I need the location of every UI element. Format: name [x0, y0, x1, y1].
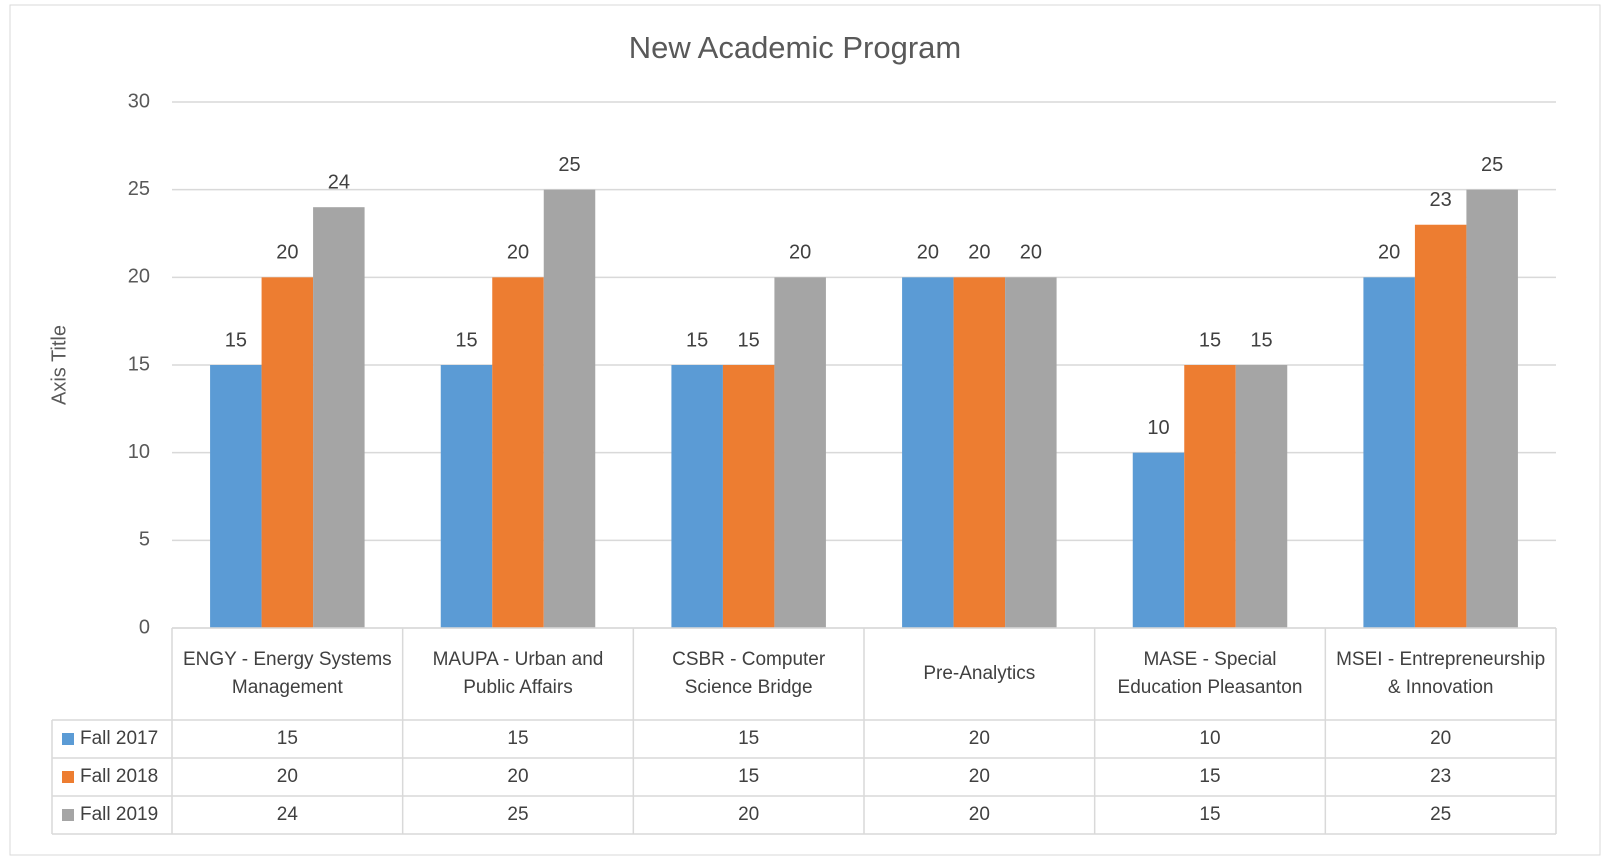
bar: [210, 365, 262, 628]
table-value: 25: [1430, 804, 1452, 825]
table-value: 15: [1199, 766, 1221, 787]
y-tick-label: 0: [139, 616, 150, 638]
data-label: 15: [1199, 329, 1221, 351]
y-tick-label: 10: [128, 441, 150, 463]
legend-key: [62, 733, 74, 745]
table-value: 20: [968, 804, 990, 825]
y-tick-label: 30: [128, 90, 150, 112]
table-value: 23: [1430, 766, 1452, 787]
legend-key: [62, 809, 74, 821]
data-label: 10: [1147, 417, 1169, 439]
y-tick-label: 15: [128, 353, 150, 375]
y-tick-label: 5: [139, 529, 150, 551]
bar: [902, 277, 954, 628]
table-value: 15: [738, 766, 760, 787]
table-value: 20: [1430, 728, 1452, 749]
data-label: 20: [276, 242, 298, 264]
legend-entry: Fall 2018: [52, 758, 172, 796]
legend-label: Fall 2017: [80, 728, 159, 749]
bar: [492, 277, 544, 628]
data-label: 20: [789, 242, 811, 264]
legend-label: Fall 2019: [80, 804, 159, 825]
data-label: 20: [507, 242, 529, 264]
table-value: 20: [276, 766, 298, 787]
bar: [1235, 365, 1288, 628]
bar: [1005, 277, 1057, 628]
y-tick-label: 25: [128, 178, 150, 200]
category-label: MAUPA - Urban and Public Affairs: [432, 649, 604, 698]
data-label: 20: [917, 242, 939, 264]
table-value: 24: [276, 804, 298, 825]
bar: [1184, 365, 1236, 628]
table-value: 20: [738, 804, 760, 825]
bar: [1363, 277, 1415, 628]
table-value: 20: [968, 766, 990, 787]
category-label: CSBR - Computer Science Bridge: [672, 649, 826, 698]
bar: [722, 365, 775, 628]
table-value: 20: [507, 766, 529, 787]
bar: [1132, 452, 1185, 628]
bar: [774, 277, 826, 628]
table-value: 15: [738, 728, 760, 749]
legend-label: Fall 2018: [80, 766, 159, 787]
data-label: 24: [328, 171, 350, 193]
legend-entry: Fall 2017: [52, 720, 172, 758]
table-value: 25: [507, 804, 529, 825]
category-label: MSEI - Entrepreneurship & Innovation: [1336, 649, 1546, 698]
data-label: 25: [558, 154, 580, 176]
table-value: 10: [1199, 728, 1221, 749]
bar: [313, 207, 365, 628]
bar: [261, 277, 314, 628]
data-label: 15: [225, 329, 247, 351]
data-label: 20: [968, 242, 990, 264]
table-value: 15: [1199, 804, 1221, 825]
bar: [1466, 189, 1518, 628]
data-label: 15: [1250, 329, 1272, 351]
table-value: 15: [276, 728, 298, 749]
data-label: 15: [738, 329, 760, 351]
data-label: 20: [1020, 242, 1042, 264]
y-tick-label: 20: [128, 266, 150, 288]
bar: [1414, 224, 1467, 628]
category-label: MASE - Special Education Pleasanton: [1117, 649, 1303, 698]
category-label: ENGY - Energy Systems Management: [182, 649, 392, 698]
data-label: 23: [1430, 189, 1452, 211]
data-label: 20: [1378, 242, 1400, 264]
bar: [543, 189, 596, 628]
data-label: 25: [1481, 154, 1503, 176]
category-label: Pre-Analytics: [923, 663, 1036, 684]
data-label: 15: [686, 329, 708, 351]
y-axis-title: Axis Title: [48, 325, 70, 405]
bar: [671, 365, 723, 628]
table-value: 15: [507, 728, 529, 749]
chart-title: New Academic Program: [629, 30, 962, 65]
legend-entry: Fall 2019: [52, 796, 172, 834]
legend-key: [62, 771, 74, 783]
data-label: 15: [455, 329, 477, 351]
bar: [953, 277, 1006, 628]
table-value: 20: [968, 728, 990, 749]
bar: [440, 365, 493, 628]
